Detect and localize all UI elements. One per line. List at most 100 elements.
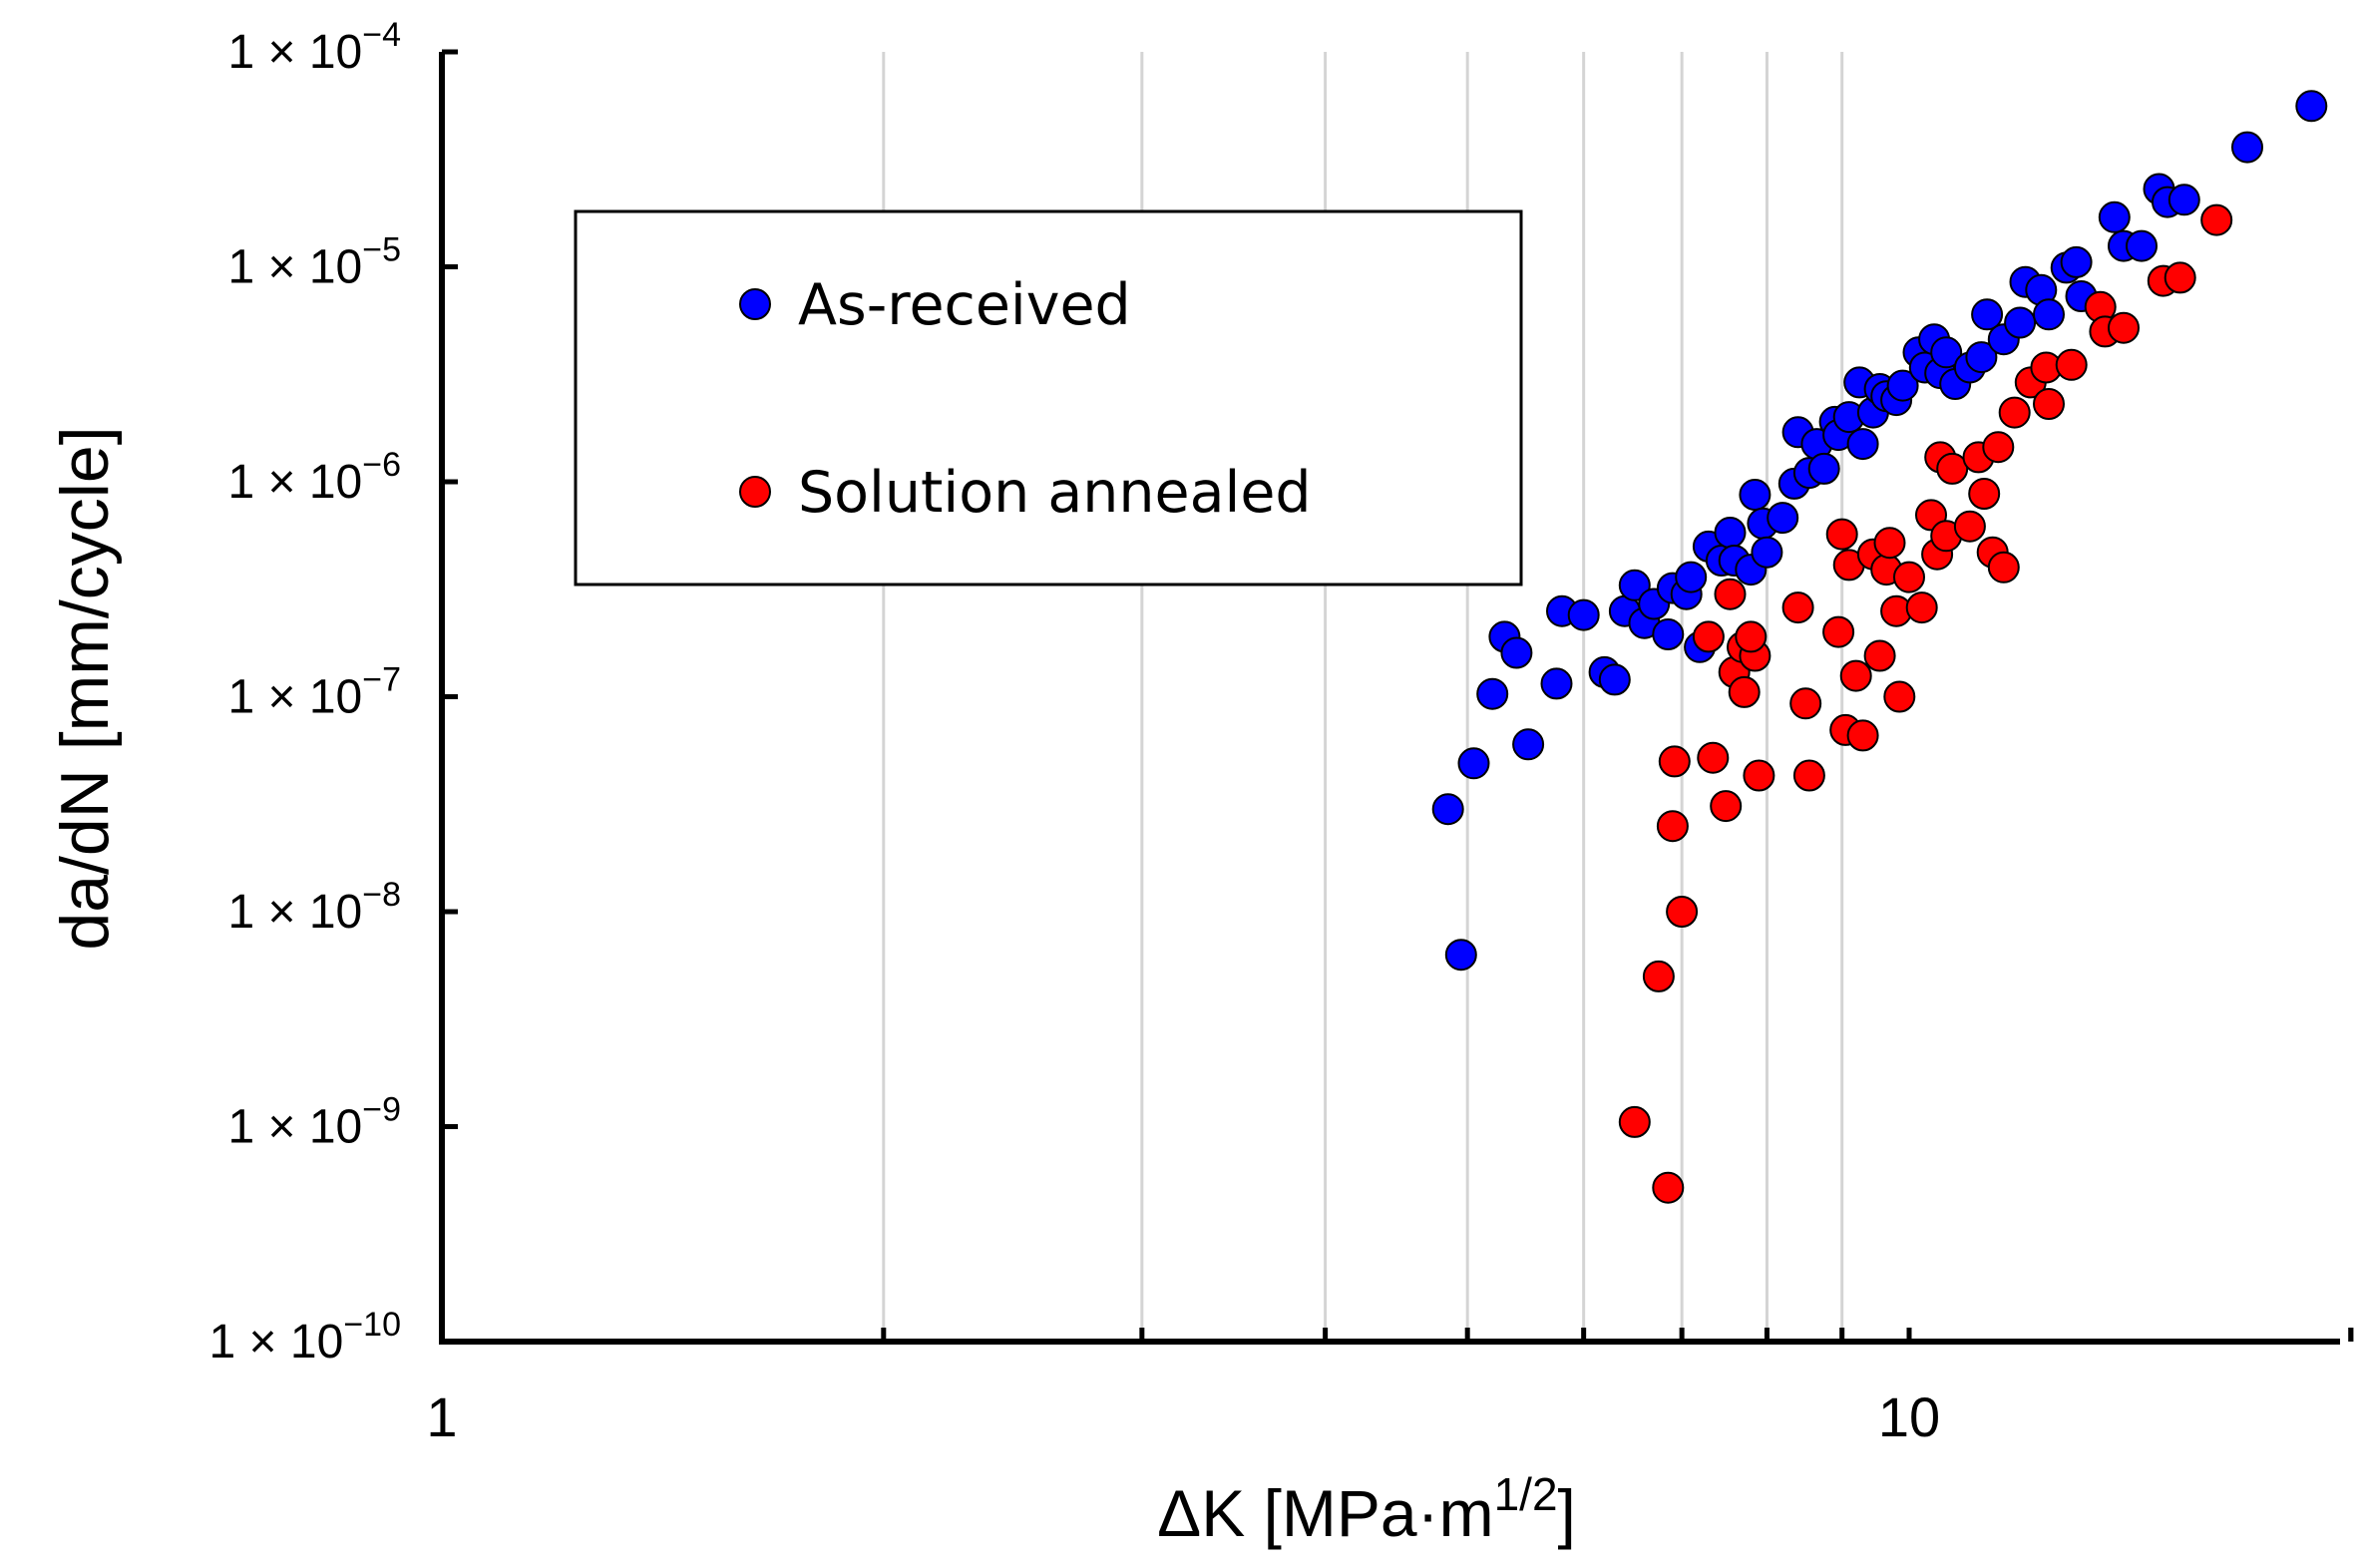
data-point [2108, 311, 2140, 344]
data-point [1846, 719, 1879, 752]
data-point [1714, 578, 1747, 610]
data-point [1714, 517, 1747, 549]
data-point [1567, 598, 1600, 631]
legend-box [574, 209, 1523, 587]
x-axis-title-base: ΔK [MPa·m [1157, 1476, 1493, 1550]
y-tick-label: 1 × 10−9 [227, 1091, 401, 1154]
data-point [2055, 348, 2088, 381]
y-tick-label-exponent: −6 [362, 446, 401, 484]
data-point [1692, 620, 1725, 653]
y-tick-label-exponent: −7 [362, 661, 401, 699]
y-tick-label-exponent: −8 [362, 876, 401, 914]
data-point [1697, 741, 1730, 774]
data-point [1936, 452, 1969, 485]
y-tick-label: 1 × 10−10 [209, 1306, 401, 1369]
data-point [2060, 245, 2093, 278]
data-point [1781, 591, 1814, 624]
data-point [1886, 369, 1919, 402]
data-point [1822, 615, 1855, 648]
y-tick-label-base: 1 × 10 [227, 1101, 362, 1154]
data-point [1512, 728, 1545, 761]
data-point [1965, 341, 1998, 374]
data-point [1675, 561, 1708, 593]
y-tick-label-base: 1 × 10 [209, 1316, 344, 1369]
data-point [2004, 306, 2037, 339]
data-point [1863, 639, 1896, 672]
y-tick-label: 1 × 10−8 [227, 876, 401, 939]
y-tick-label-exponent: −9 [362, 1091, 401, 1129]
data-point [1998, 396, 2031, 429]
data-point [1883, 680, 1916, 713]
data-point [1873, 527, 1906, 560]
ticks [442, 49, 2354, 1345]
data-point [1905, 591, 1938, 624]
tick-labels: 1 × 10−41 × 10−51 × 10−61 × 10−71 × 10−8… [209, 16, 1941, 1448]
x-tick-label: 1 [426, 1385, 457, 1448]
data-point [1457, 747, 1490, 780]
data-point [2295, 90, 2328, 123]
legend-label-solution-annealed: Solution annealed [798, 460, 1312, 526]
data-point [1728, 675, 1761, 708]
y-tick-label: 1 × 10−6 [227, 446, 401, 509]
data-point [1792, 759, 1825, 792]
data-point [2126, 229, 2158, 262]
data-point [1476, 677, 1509, 710]
data-point [2098, 200, 2131, 233]
data-point [1652, 1171, 1685, 1204]
data-point [2033, 298, 2065, 331]
data-point [1825, 518, 1858, 551]
data-point [1743, 759, 1775, 792]
data-point [1658, 745, 1691, 778]
data-point [1710, 790, 1743, 823]
legend: As-received Solution annealed [574, 209, 1523, 587]
y-axis-title: da/dN [mm/cycle] [47, 426, 123, 950]
data-point [1982, 431, 2015, 464]
y-tick-label-base: 1 × 10 [227, 26, 362, 79]
data-point [1642, 960, 1675, 992]
legend-marker-as-received [739, 288, 771, 320]
y-tick-label-base: 1 × 10 [227, 886, 362, 939]
data-point [1540, 667, 1573, 700]
data-point [2200, 203, 2233, 236]
y-tick-label: 1 × 10−5 [227, 231, 401, 294]
y-tick-label-base: 1 × 10 [227, 241, 362, 294]
y-tick-label-exponent: −10 [343, 1306, 401, 1344]
y-tick-label-base: 1 × 10 [227, 456, 362, 509]
data-point [1652, 618, 1685, 650]
data-point [1987, 551, 2020, 584]
data-point [1618, 1105, 1651, 1138]
x-axis-title-tail: ] [1558, 1476, 1576, 1550]
data-point [1598, 663, 1631, 696]
data-point [1767, 502, 1799, 535]
y-tick-label: 1 × 10−7 [227, 661, 401, 724]
data-point [1789, 687, 1822, 720]
x-axis-title-sup: 1/2 [1494, 1468, 1558, 1520]
data-point [1739, 479, 1771, 511]
y-tick-label-base: 1 × 10 [227, 671, 362, 724]
data-point [1846, 428, 1879, 461]
data-point [2164, 261, 2196, 294]
data-point [1839, 659, 1872, 692]
data-point [1500, 636, 1533, 669]
data-point [1953, 510, 1986, 543]
y-tick-label-exponent: −4 [362, 16, 401, 54]
y-tick-label-exponent: −5 [362, 231, 401, 269]
legend-label-as-received: As-received [798, 272, 1131, 338]
legend-marker-solution-annealed [739, 476, 771, 508]
x-axis-title: ΔK [MPa·m1/2] [1157, 1468, 1576, 1550]
series-solution-annealed [1618, 203, 2233, 1204]
data-point [1930, 336, 1963, 369]
data-point [1971, 298, 2004, 331]
data-points [1431, 90, 2328, 1204]
data-point [1444, 939, 1477, 972]
data-point [2167, 184, 2200, 216]
data-point [2231, 131, 2263, 164]
data-point [1618, 569, 1651, 601]
data-point [2033, 388, 2065, 420]
data-point [1893, 561, 1925, 593]
series-as-received [1431, 90, 2328, 972]
data-point [1431, 793, 1464, 826]
data-point [1968, 478, 2001, 510]
data-point [1666, 896, 1699, 928]
